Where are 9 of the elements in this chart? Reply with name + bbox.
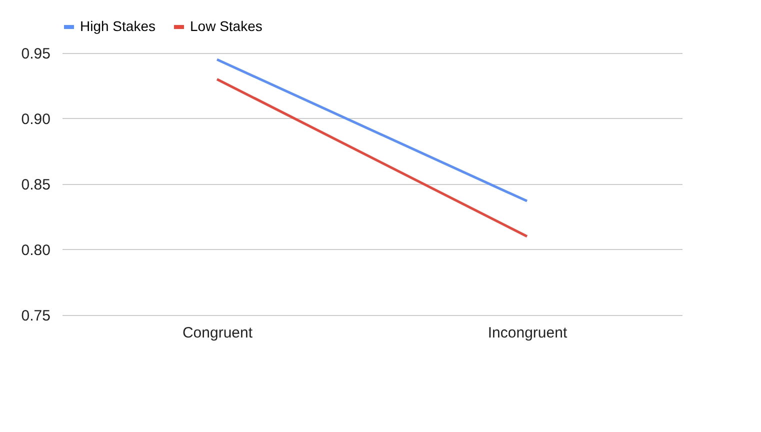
y-tick-label: 0.80: [21, 242, 50, 259]
x-tick-label: Congruent: [182, 324, 254, 342]
legend-label: Low Stakes: [190, 18, 262, 34]
y-tick-label: 0.95: [21, 46, 50, 62]
x-tick-label: Incongruent: [488, 324, 568, 342]
legend-label: High Stakes: [80, 18, 156, 34]
y-tick-label: 0.90: [21, 111, 50, 128]
y-tick-label: 0.85: [21, 176, 50, 194]
y-tick-label: 0.75: [21, 308, 50, 324]
